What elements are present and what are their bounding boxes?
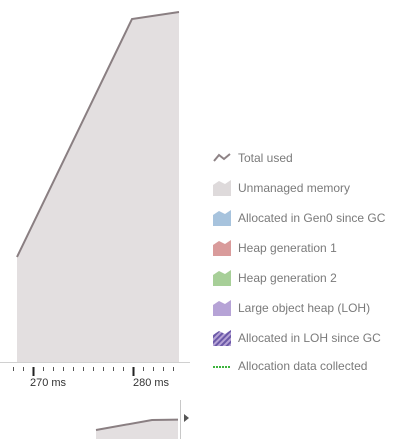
legend-label: Allocated in Gen0 since GC [238, 211, 386, 225]
time-axis-ticks [0, 362, 190, 376]
legend-item-total-used[interactable]: Total used [213, 148, 293, 168]
area-icon [213, 300, 231, 316]
area-icon [213, 180, 231, 196]
dashed-line-icon [213, 366, 231, 368]
tick-label-270: 270 ms [29, 377, 67, 389]
legend-item-unmanaged-memory[interactable]: Unmanaged memory [213, 178, 350, 198]
overview-timeline[interactable] [0, 392, 190, 439]
legend-item-gen1[interactable]: Heap generation 1 [213, 238, 337, 258]
tick-label-280: 280 ms [132, 377, 170, 389]
legend-item-allocation-data[interactable]: Allocation data collected [213, 356, 367, 376]
unmanaged-memory-area [17, 12, 179, 362]
legend-label: Heap generation 1 [238, 241, 337, 255]
legend-item-gen0[interactable]: Allocated in Gen0 since GC [213, 208, 385, 228]
area-icon [213, 270, 231, 286]
legend-label: Allocation data collected [238, 359, 368, 373]
legend-label: Total used [238, 151, 293, 165]
legend-label: Large object heap (LOH) [238, 301, 371, 315]
area-icon [213, 240, 231, 256]
legend-label: Unmanaged memory [238, 181, 351, 195]
memory-chart[interactable] [0, 0, 190, 362]
hatched-area-icon [213, 330, 231, 346]
legend-label: Allocated in LOH since GC [238, 331, 381, 345]
line-icon [213, 153, 231, 162]
legend-item-loh[interactable]: Large object heap (LOH) [213, 298, 370, 318]
overview-scroll-button[interactable] [180, 400, 190, 439]
area-icon [213, 210, 231, 226]
total-used-line [16, 11, 180, 258]
overview-line [95, 418, 179, 431]
overview-area [96, 419, 178, 439]
legend-item-gen2[interactable]: Heap generation 2 [213, 268, 337, 288]
legend-item-loh-allocated[interactable]: Allocated in LOH since GC [213, 328, 381, 348]
memory-chart-plot[interactable] [0, 0, 190, 362]
chevron-right-icon [184, 414, 189, 422]
overview-chart[interactable] [0, 392, 190, 439]
legend-label: Heap generation 2 [238, 271, 337, 285]
time-axis: 270 ms 280 ms [0, 362, 190, 392]
